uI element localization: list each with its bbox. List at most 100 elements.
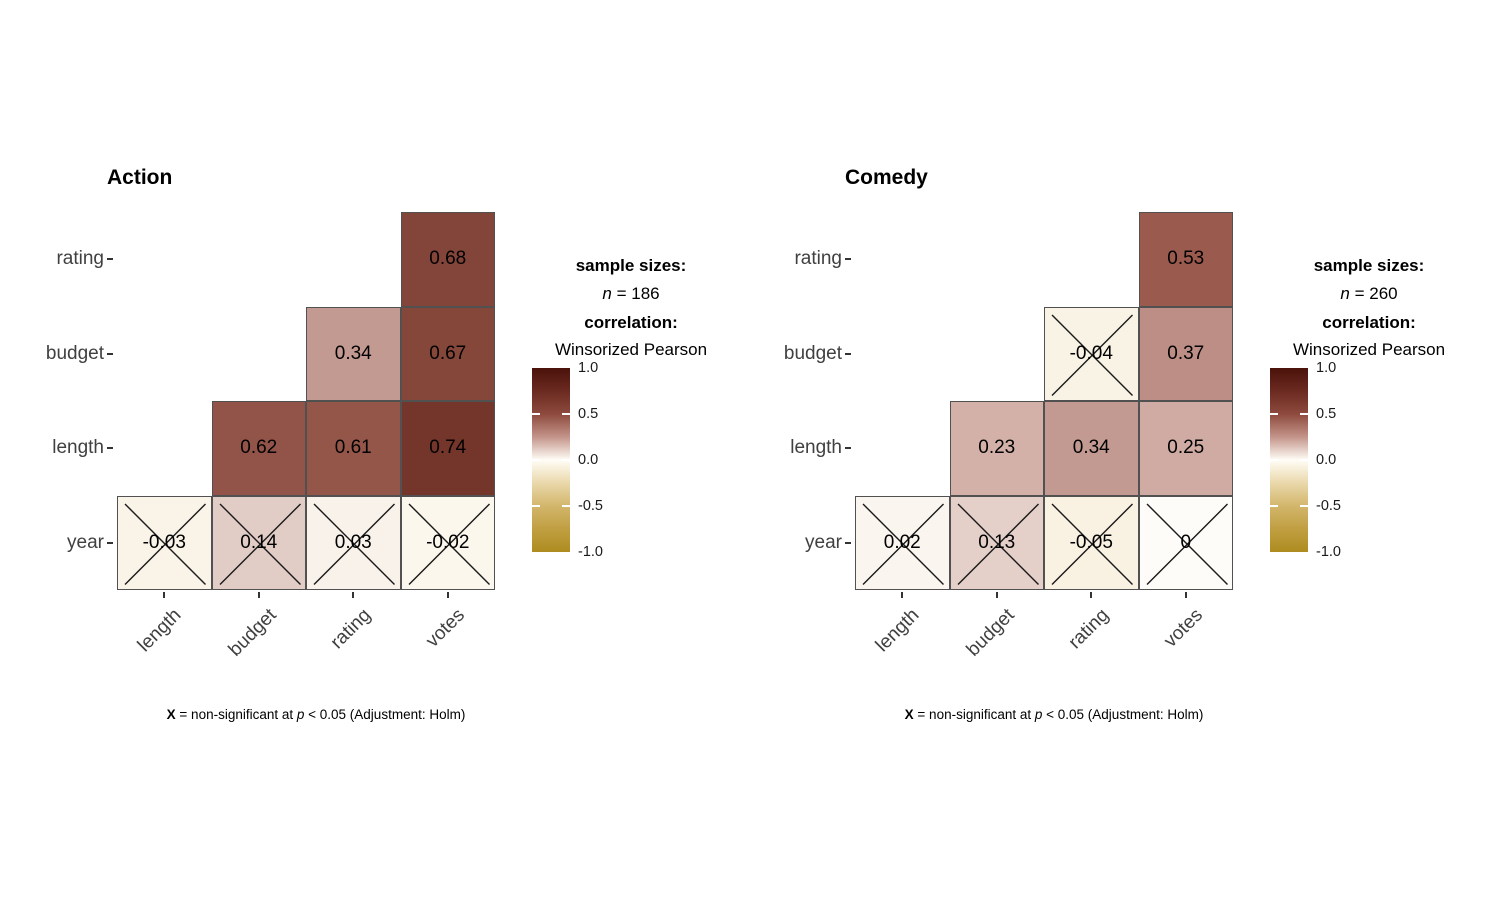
colorbar-tick-label: -1.0 bbox=[1316, 544, 1341, 560]
heatmap-cell-budget-rating: 0.34 bbox=[306, 306, 401, 401]
colorbar-tick-label: 0.5 bbox=[578, 406, 599, 422]
correlation-value: 0.02 bbox=[883, 531, 921, 553]
non-significant-x-icon bbox=[862, 503, 944, 585]
non-significant-x-icon bbox=[408, 503, 490, 585]
correlation-value: 0.34 bbox=[1072, 437, 1110, 459]
y-axis-tick bbox=[107, 447, 113, 450]
y-axis-label-budget: budget bbox=[45, 342, 104, 364]
y-axis-label-year: year bbox=[805, 531, 842, 553]
correlation-value: 0.23 bbox=[978, 437, 1016, 459]
legend-sample-sizes-label: sample sizes: bbox=[1313, 256, 1425, 275]
correlation-value: -0.05 bbox=[1069, 531, 1113, 553]
x-axis-tick bbox=[995, 592, 998, 598]
heatmap-cell-length-votes: 0.74 bbox=[400, 401, 495, 496]
heatmap-cell-year-votes: 0 bbox=[1138, 495, 1233, 590]
x-axis-label-rating: rating bbox=[326, 604, 375, 654]
correlation-value: 0.61 bbox=[334, 437, 372, 459]
correlation-value: 0.53 bbox=[1167, 248, 1205, 270]
correlation-value: 0.68 bbox=[429, 248, 467, 270]
y-axis-label-year: year bbox=[67, 531, 104, 553]
x-axis-label-rating: rating bbox=[1064, 604, 1113, 654]
legend-sample-size-value: n = 186 bbox=[491, 284, 771, 304]
x-axis-tick bbox=[257, 592, 260, 598]
colorbar-tick bbox=[532, 413, 540, 415]
colorbar-tick bbox=[1300, 505, 1308, 507]
correlation-value: 0.03 bbox=[334, 531, 372, 553]
y-axis-label-budget: budget bbox=[783, 342, 842, 364]
non-significant-x-icon bbox=[957, 503, 1039, 585]
panel-title: Comedy bbox=[845, 166, 928, 189]
legend-sample-size-value: n = 260 bbox=[1229, 284, 1500, 304]
x-axis-label-length: length bbox=[872, 604, 924, 657]
colorbar-tick bbox=[562, 459, 570, 461]
caption-segment: < 0.05 (Adjustment: Holm) bbox=[304, 707, 466, 722]
y-axis-label-rating: rating bbox=[794, 248, 842, 270]
x-axis-tick bbox=[163, 592, 166, 598]
caption-segment: = non-significant at bbox=[913, 707, 1035, 722]
heatmap-cell-year-length: -0.03 bbox=[117, 495, 212, 590]
colorbar-tick bbox=[1270, 459, 1278, 461]
heatmap-cell-budget-votes: 0.37 bbox=[1138, 306, 1233, 401]
significance-caption: X = non-significant at p < 0.05 (Adjustm… bbox=[66, 707, 566, 722]
heatmap-cell-year-votes: -0.02 bbox=[400, 495, 495, 590]
heatmap-cell-year-budget: 0.13 bbox=[949, 495, 1044, 590]
legend-correlation-label: correlation: bbox=[1322, 313, 1416, 332]
legend-method: Winsorized Pearson bbox=[554, 340, 708, 359]
non-significant-x-icon bbox=[1051, 503, 1133, 585]
x-axis-tick bbox=[446, 592, 449, 598]
colorbar: 1.0 0.5 0.0 -0.5 -1.0 bbox=[532, 360, 603, 560]
y-axis-tick bbox=[107, 541, 113, 544]
non-significant-x-icon bbox=[1051, 314, 1133, 396]
y-axis-tick bbox=[845, 352, 851, 355]
correlation-value: 0 bbox=[1180, 531, 1192, 553]
heatmap-cell-length-rating: 0.34 bbox=[1044, 401, 1139, 496]
heatmap-cell-budget-rating: -0.04 bbox=[1044, 306, 1139, 401]
colorbar-tick bbox=[562, 505, 570, 507]
x-axis-tick bbox=[1184, 592, 1187, 598]
colorbar-tick-label: -0.5 bbox=[578, 498, 603, 514]
n-value: 186 bbox=[631, 284, 660, 303]
x-axis-label-budget: budget bbox=[224, 604, 281, 661]
legend-sample-sizes-label: sample sizes: bbox=[575, 256, 687, 275]
y-axis-label-length: length bbox=[52, 437, 104, 459]
non-significant-x-icon bbox=[1146, 503, 1228, 585]
caption-segment: X bbox=[166, 707, 176, 722]
colorbar-tick-label: 0.5 bbox=[1316, 406, 1337, 422]
x-axis-label-length: length bbox=[134, 604, 186, 657]
x-axis-tick bbox=[352, 592, 355, 598]
n-symbol: n bbox=[602, 284, 612, 303]
correlation-value: 0.14 bbox=[240, 531, 278, 553]
heatmap-cell-year-budget: 0.14 bbox=[211, 495, 306, 590]
panel-action: Action rating budget length year length budge… bbox=[0, 0, 738, 900]
colorbar-tick bbox=[1270, 505, 1278, 507]
panel-title: Action bbox=[107, 166, 173, 189]
x-axis-label-votes: votes bbox=[1160, 604, 1208, 652]
heatmap-cell-length-budget: 0.23 bbox=[949, 401, 1044, 496]
heatmap-cell-rating-votes: 0.53 bbox=[1138, 212, 1233, 307]
heatmap-cell-budget-votes: 0.67 bbox=[400, 306, 495, 401]
non-significant-x-icon bbox=[313, 503, 395, 585]
legend-correlation-label: correlation: bbox=[584, 313, 678, 332]
caption-segment: < 0.05 (Adjustment: Holm) bbox=[1042, 707, 1204, 722]
non-significant-x-icon bbox=[124, 503, 206, 585]
caption-segment: p bbox=[1034, 707, 1043, 722]
correlation-value: 0.37 bbox=[1167, 342, 1205, 364]
colorbar-tick bbox=[532, 459, 540, 461]
n-symbol: n bbox=[1340, 284, 1350, 303]
legend-method: Winsorized Pearson bbox=[1292, 340, 1446, 359]
colorbar: 1.0 0.5 0.0 -0.5 -1.0 bbox=[1270, 360, 1341, 560]
colorbar-tick-label: -1.0 bbox=[578, 544, 603, 560]
colorbar-tick bbox=[1270, 413, 1278, 415]
heatmap-cell-length-rating: 0.61 bbox=[306, 401, 401, 496]
colorbar-tick bbox=[562, 413, 570, 415]
y-axis-tick bbox=[845, 447, 851, 450]
y-axis-label-rating: rating bbox=[56, 248, 104, 270]
colorbar-tick-label: 1.0 bbox=[1316, 360, 1337, 376]
correlation-value: 0.74 bbox=[429, 437, 467, 459]
heatmap-cell-year-rating: -0.05 bbox=[1044, 495, 1139, 590]
correlation-value: 0.67 bbox=[429, 342, 467, 364]
caption-segment: X bbox=[904, 707, 914, 722]
colorbar-tick-label: 1.0 bbox=[578, 360, 599, 376]
heatmap-cell-length-votes: 0.25 bbox=[1138, 401, 1233, 496]
